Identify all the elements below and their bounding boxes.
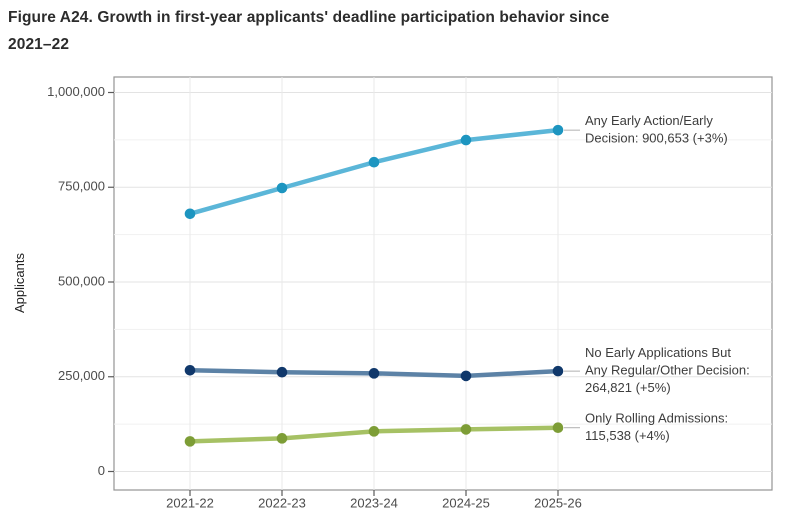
data-point-any-early (276, 182, 288, 194)
data-point-rolling-only (552, 422, 564, 434)
data-point-no-early (368, 368, 380, 379)
y-tick-label: 750,000 (58, 179, 105, 194)
data-point-any-early (552, 124, 564, 136)
series-annotation-rolling-only: 115,538 (+4%) (585, 428, 670, 443)
series-annotation-no-early: No Early Applications But (585, 345, 731, 360)
figure-title-line2: 2021–22 (8, 36, 70, 53)
x-tick-label: 2024-25 (442, 495, 490, 510)
y-tick-label: 0 (98, 463, 105, 478)
data-point-no-early (184, 365, 196, 376)
data-point-no-early (460, 370, 472, 382)
data-point-rolling-only (276, 433, 288, 444)
data-point-any-early (184, 208, 196, 220)
x-tick-label: 2023-24 (350, 495, 398, 510)
data-point-rolling-only (460, 424, 472, 435)
data-point-any-early (460, 134, 472, 146)
x-tick-label: 2022-23 (258, 495, 306, 510)
series-annotation-any-early: Any Early Action/Early (585, 113, 713, 128)
data-point-rolling-only (184, 436, 196, 447)
y-tick-label: 1,000,000 (47, 84, 105, 99)
x-tick-label: 2025-26 (534, 495, 582, 510)
data-point-no-early (552, 365, 564, 377)
data-point-any-early (368, 156, 380, 168)
y-tick-label: 250,000 (58, 368, 105, 383)
y-axis-title: Applicants (12, 253, 27, 313)
series-annotation-no-early: Any Regular/Other Decision: (585, 363, 750, 378)
series-annotation-any-early: Decision: 900,653 (+3%) (585, 130, 728, 145)
y-tick-label: 500,000 (58, 273, 105, 288)
series-annotation-no-early: 264,821 (+5%) (585, 380, 671, 395)
data-point-no-early (276, 366, 288, 378)
figure-title-line1: Figure A24. Growth in first-year applica… (8, 9, 610, 26)
x-tick-label: 2021-22 (166, 495, 214, 510)
data-point-rolling-only (368, 426, 380, 437)
figure-title: Figure A24. Growth in first-year applica… (8, 4, 728, 58)
series-annotation-rolling-only: Only Rolling Admissions: (585, 410, 728, 425)
